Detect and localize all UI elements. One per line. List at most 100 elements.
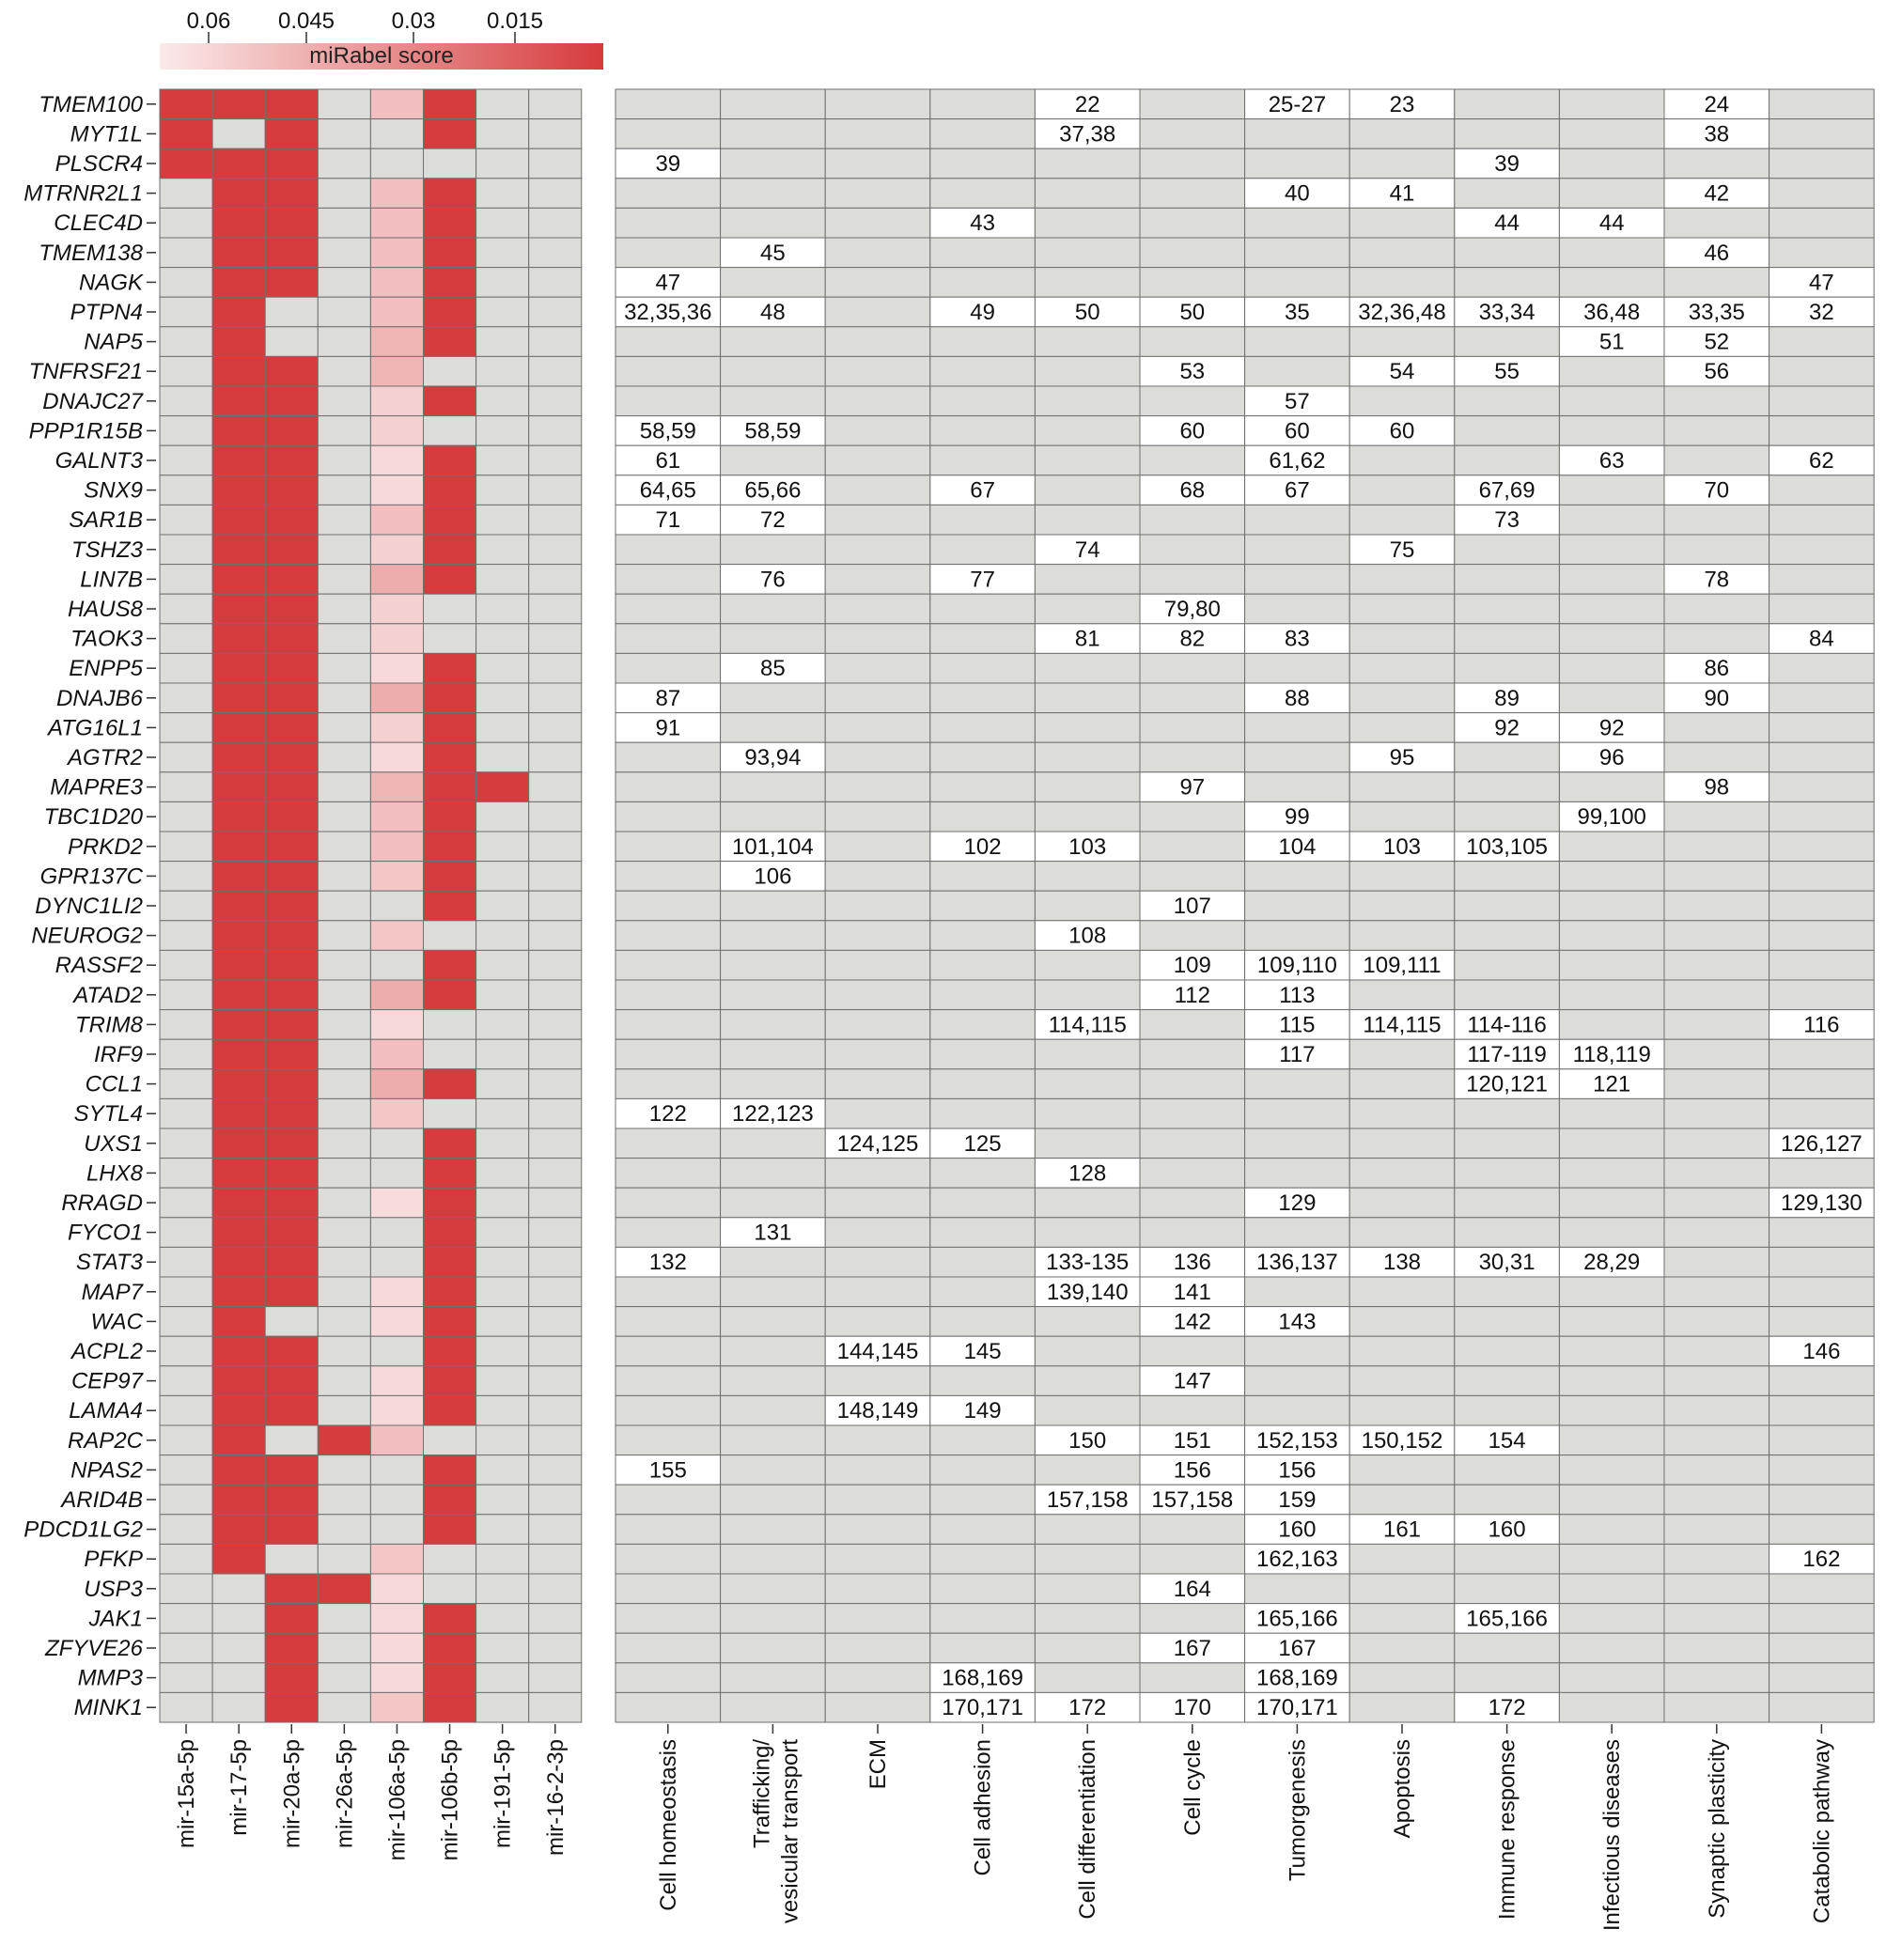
- annotation-label: 63: [1599, 448, 1625, 474]
- annotation-cell-empty: [1558, 1484, 1665, 1516]
- annotation-label: 116: [1803, 1012, 1839, 1037]
- annotation-label: 36,48: [1583, 300, 1640, 325]
- heat-cell: [159, 623, 213, 654]
- annotation-cell-filled: [1769, 1128, 1875, 1159]
- annotation-cell-empty: [1558, 355, 1665, 387]
- annotation-cell-empty: [1244, 504, 1350, 536]
- heat-cell: [211, 564, 266, 595]
- annotation-cell-empty: [1244, 1128, 1350, 1159]
- annotation-cell-empty: [1454, 949, 1560, 981]
- heat-cell: [159, 415, 213, 446]
- heat-cell: [159, 949, 213, 981]
- heat-cell: [528, 1484, 583, 1516]
- annotation-cell-empty: [824, 1662, 931, 1693]
- annotation-label: 170,171: [1256, 1695, 1338, 1720]
- annotation-label: 118,119: [1573, 1042, 1651, 1067]
- annotation-cell-empty: [615, 771, 722, 802]
- heat-cell: [159, 920, 213, 951]
- annotation-cell-empty: [1348, 682, 1456, 714]
- annotation-cell-filled: [1663, 682, 1770, 714]
- annotation-cell-empty: [1034, 1306, 1141, 1337]
- annotation-cell-empty: [824, 326, 931, 357]
- annotation-cell-empty: [1454, 1306, 1560, 1337]
- annotation-cell-empty: [1034, 1543, 1141, 1575]
- heat-cell: [475, 207, 530, 239]
- annotation-label: 32,35,36: [624, 300, 711, 325]
- annotation-cell-empty: [824, 1187, 931, 1219]
- annotation-cell-empty: [1034, 682, 1141, 714]
- annotation-label: 143: [1278, 1309, 1316, 1334]
- annotation-label: 42: [1704, 181, 1729, 207]
- heat-cell: [159, 474, 213, 506]
- heat-cell: [264, 474, 319, 506]
- annotation-cell-empty: [615, 979, 722, 1011]
- heat-cell: [369, 1603, 424, 1634]
- annotation-label: 115: [1279, 1012, 1315, 1037]
- heat-cell: [369, 385, 424, 417]
- heat-cell: [159, 534, 213, 566]
- annotation-cell-empty: [929, 1543, 1036, 1575]
- heat-cell: [159, 1097, 213, 1129]
- annotation-cell-empty: [1348, 1365, 1456, 1396]
- heat-cell: [159, 712, 213, 743]
- gene-label: ENPP5: [69, 656, 143, 681]
- annotation-cell-empty: [1139, 712, 1246, 743]
- annotation-cell-empty: [1663, 1128, 1770, 1159]
- heat-cell: [211, 1514, 266, 1545]
- gene-label: NAP5: [84, 330, 143, 355]
- heat-cell: [528, 682, 583, 714]
- annotation-cell-empty: [1663, 1514, 1770, 1545]
- annotation-cell-empty: [824, 1514, 931, 1545]
- annotation-cell-filled: [1139, 1306, 1246, 1337]
- annotation-label: 103,105: [1466, 834, 1548, 860]
- annotation-cell-empty: [615, 1691, 722, 1723]
- annotation-label: 99: [1285, 804, 1310, 830]
- annotation-cell-filled: [1244, 801, 1350, 832]
- annotation-cell-empty: [1558, 1424, 1665, 1456]
- gene-label: LIN7B: [80, 567, 143, 592]
- annotation-cell-empty: [1139, 178, 1246, 209]
- heat-cell: [317, 1009, 371, 1040]
- annotation-label: 70: [1704, 478, 1729, 504]
- annotation-cell-empty: [1139, 326, 1246, 357]
- annotation-cell-empty: [1769, 504, 1875, 536]
- heat-cell: [317, 801, 371, 832]
- annotation-cell-empty: [1139, 1335, 1246, 1367]
- heat-cell: [317, 831, 371, 863]
- heat-cell: [369, 593, 424, 625]
- gene-label: JAK1: [88, 1606, 143, 1631]
- annotation-cell-filled: [615, 1246, 722, 1278]
- heat-cell: [475, 1187, 530, 1219]
- heat-cell: [317, 890, 371, 922]
- annotation-cell-empty: [615, 593, 722, 625]
- annotation-cell-empty: [1139, 118, 1246, 149]
- annotation-cell-empty: [824, 1097, 931, 1129]
- annotation-cell-empty: [1663, 1454, 1770, 1486]
- annotation-cell-empty: [1769, 1424, 1875, 1456]
- annotation-cell-empty: [1244, 118, 1350, 149]
- heat-cell: [211, 831, 266, 863]
- heat-cell: [369, 1514, 424, 1545]
- annotation-cell-empty: [720, 920, 826, 951]
- annotation-cell-empty: [1558, 1543, 1665, 1575]
- heat-cell: [475, 1543, 530, 1575]
- heat-cell: [264, 831, 319, 863]
- heat-cell: [369, 1187, 424, 1219]
- heat-cell: [159, 1662, 213, 1693]
- annotation-cell-filled: [1769, 444, 1875, 476]
- annotation-cell-empty: [1454, 534, 1560, 566]
- annotation-cell-filled: [1034, 1484, 1141, 1516]
- heat-cell: [317, 148, 371, 179]
- annotation-cell-empty: [615, 1484, 722, 1516]
- annotation-cell-empty: [929, 1514, 1036, 1545]
- heat-cell: [211, 1662, 266, 1693]
- annotation-cell-empty: [1348, 564, 1456, 595]
- heat-cell: [423, 890, 477, 922]
- heat-cell: [159, 237, 213, 269]
- annotation-cell-filled: [1139, 1691, 1246, 1723]
- heat-cell: [264, 564, 319, 595]
- annotation-cell-empty: [1034, 801, 1141, 832]
- annotation-label: 148,149: [837, 1398, 919, 1423]
- heat-cell: [475, 1632, 530, 1664]
- annotation-cell-empty: [1244, 564, 1350, 595]
